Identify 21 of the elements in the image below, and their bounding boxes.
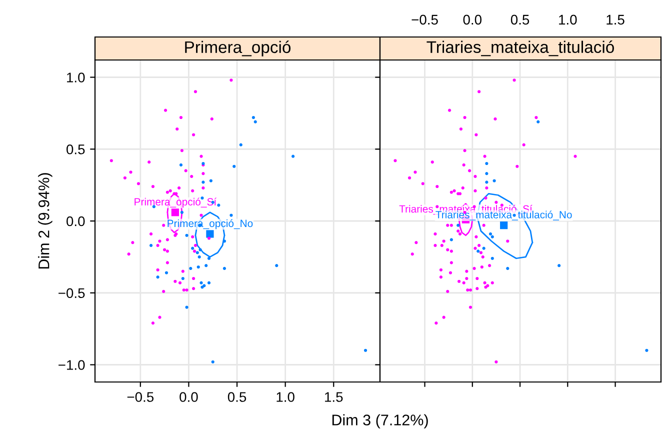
x-tick-label: −0.5 xyxy=(412,14,438,25)
x-tick-label: 0.0 xyxy=(180,392,198,402)
x-tick-label: 0.5 xyxy=(228,392,246,402)
y-tick-label: −0.5 xyxy=(58,288,85,298)
y-tick-label: 1.0 xyxy=(67,72,85,82)
y-tick-label: −1.0 xyxy=(58,360,85,370)
x-tick-label: 1.5 xyxy=(325,392,343,402)
x-tick-label: 1.0 xyxy=(276,392,294,402)
x-tick-label: 1.0 xyxy=(559,14,577,25)
x-tick-label: −0.5 xyxy=(127,392,154,402)
chart-title: Triaries_mateixa_titulació xyxy=(426,40,614,56)
x-tick-label: 1.5 xyxy=(606,14,624,25)
series-label: Primera_opció_Sí xyxy=(134,198,217,208)
x-tick-label: 0.5 xyxy=(510,14,530,25)
x-axis-title: Dim 3 (7.12%) xyxy=(332,414,428,428)
y-tick-label: 0.0 xyxy=(66,216,85,226)
series-label: Primera_opció_No xyxy=(168,219,253,230)
y-axis-title: Dim 2 (9.94%) xyxy=(38,173,52,269)
y-tick-label: 0.5 xyxy=(66,144,85,154)
x-tick-label: 0.0 xyxy=(463,14,482,25)
chart-title: Primera_opció xyxy=(185,40,291,56)
